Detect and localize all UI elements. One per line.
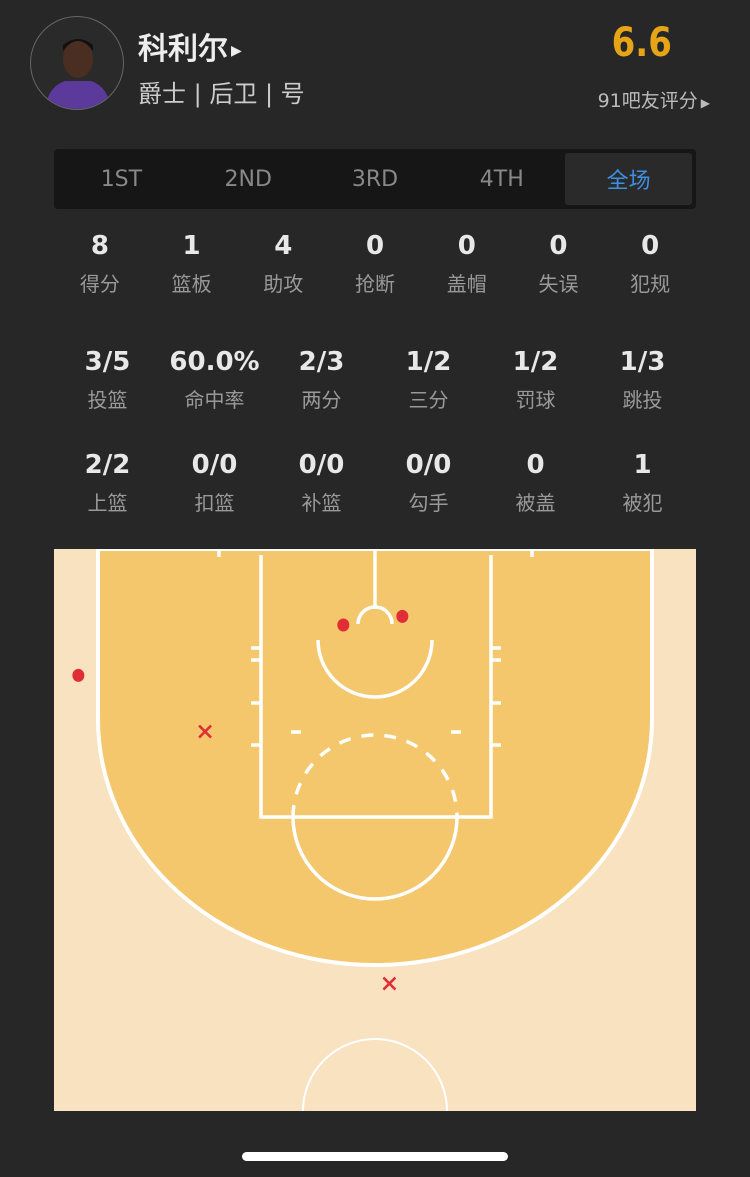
tab-4th[interactable]: 4TH xyxy=(479,166,524,192)
stat-stats_row1-2: 4 助攻 xyxy=(237,228,329,297)
stat-label: 扣篮 xyxy=(194,491,235,515)
rating-count-link[interactable]: 91吧友评分 ▶ xyxy=(597,90,710,112)
stat-label: 犯规 xyxy=(630,272,671,296)
tab-2nd[interactable]: 2ND xyxy=(224,166,272,192)
stat-label: 被盖 xyxy=(515,491,556,515)
player-name[interactable]: 科利尔 ▶ xyxy=(138,32,242,67)
stat-value: 0/0 xyxy=(298,450,345,480)
stat-label: 上篮 xyxy=(87,491,128,515)
stat-value: 4 xyxy=(274,231,293,261)
stat-stats_row1-4: 0 盖帽 xyxy=(421,228,513,297)
stat-stats_row1-6: 0 犯规 xyxy=(604,228,696,297)
court-lines xyxy=(217,549,534,1111)
missed-shot-marker xyxy=(382,976,397,991)
shooting-stats-row: 3/5 投篮 60.0% 命中率 2/3 两分 1/2 三分 1/2 罚球 1/3 跳投 xyxy=(54,344,696,413)
stat-value: 1/2 xyxy=(512,347,559,377)
stat-stats_row3-1: 0/0 扣篮 xyxy=(161,447,268,516)
shot-markers xyxy=(72,609,409,991)
stat-value: 8 xyxy=(90,231,109,261)
stat-stats_row1-0: 8 得分 xyxy=(54,228,146,297)
stat-stats_row2-1: 60.0% 命中率 xyxy=(161,344,268,413)
stat-value: 1/2 xyxy=(405,347,452,377)
stat-stats_row3-0: 2/2 上篮 xyxy=(54,447,161,516)
tab-3rd[interactable]: 3RD xyxy=(351,166,399,192)
made-shot-marker xyxy=(337,618,350,632)
stat-value: 0 xyxy=(457,231,476,261)
stat-stats_row3-5: 1 被犯 xyxy=(589,447,696,516)
stat-value: 3/5 xyxy=(84,347,131,377)
stat-stats_row3-3: 0/0 勾手 xyxy=(375,447,482,516)
stat-value: 0/0 xyxy=(191,450,238,480)
made-shot-marker xyxy=(72,668,85,682)
stat-label: 抢断 xyxy=(355,272,396,296)
stat-stats_row1-5: 0 失误 xyxy=(513,228,605,297)
period-tabs: 1ST 2ND 3RD 4TH 全场 xyxy=(54,149,696,209)
stat-stats_row1-3: 0 抢断 xyxy=(329,228,421,297)
stat-value: 60.0% xyxy=(169,347,260,377)
stat-stats_row2-0: 3/5 投篮 xyxy=(54,344,161,413)
stat-label: 助攻 xyxy=(263,272,304,296)
home-indicator[interactable] xyxy=(242,1152,508,1161)
stat-label: 得分 xyxy=(79,272,120,296)
stat-label: 投篮 xyxy=(87,388,128,412)
stat-value: 2/2 xyxy=(84,450,131,480)
stat-value: 1 xyxy=(633,450,652,480)
stat-value: 0 xyxy=(365,231,385,261)
tab-1st[interactable]: 1ST xyxy=(100,166,143,192)
stat-value: 0 xyxy=(641,231,660,261)
stat-stats_row2-5: 1/3 跳投 xyxy=(589,344,696,413)
player-rating: 6.6 xyxy=(611,20,672,66)
arrow-right-icon: ▶ xyxy=(231,42,242,59)
stat-label: 失误 xyxy=(538,272,579,296)
stat-label: 盖帽 xyxy=(446,272,487,296)
stat-value: 0 xyxy=(549,231,568,261)
missed-shot-marker xyxy=(198,724,212,739)
stat-value: 0 xyxy=(526,450,545,480)
stat-value: 1 xyxy=(182,231,201,261)
stat-value: 2/3 xyxy=(298,347,345,377)
stat-label: 跳投 xyxy=(622,388,663,412)
player-team-position: 爵士 | 后卫 | 号 xyxy=(138,80,305,108)
stat-stats_row1-1: 1 篮板 xyxy=(146,228,238,297)
stat-label: 补篮 xyxy=(301,491,342,515)
stat-stats_row3-4: 0 被盖 xyxy=(482,447,589,516)
stat-stats_row2-3: 1/2 三分 xyxy=(375,344,482,413)
three-point-line xyxy=(96,549,654,967)
tab-full-game[interactable]: 全场 xyxy=(565,153,692,205)
stat-value: 1/3 xyxy=(619,347,666,377)
shot-type-stats-row: 2/2 上篮 0/0 扣篮 0/0 补篮 0/0 勾手 0 被盖 1 被犯 xyxy=(54,447,696,516)
basic-stats-row: 8 得分 1 篮板 4 助攻 0 抢断 0 盖帽 0 失误 0 犯规 xyxy=(54,228,696,297)
stat-label: 命中率 xyxy=(184,388,245,412)
shot-chart-court xyxy=(54,549,696,1111)
made-shot-marker xyxy=(396,609,409,623)
stat-label: 三分 xyxy=(408,388,449,412)
stat-value: 0/0 xyxy=(405,450,452,480)
player-avatar[interactable] xyxy=(30,16,124,110)
stat-label: 勾手 xyxy=(408,491,449,515)
stat-stats_row2-2: 2/3 两分 xyxy=(268,344,375,413)
stat-stats_row3-2: 0/0 补篮 xyxy=(268,447,375,516)
stat-label: 被犯 xyxy=(622,491,663,515)
arrow-right-icon: ▶ xyxy=(700,96,710,110)
stat-stats_row2-4: 1/2 罚球 xyxy=(482,344,589,413)
stat-label: 罚球 xyxy=(515,388,556,412)
stat-label: 篮板 xyxy=(171,272,212,296)
player-photo-icon xyxy=(45,39,111,109)
stat-label: 两分 xyxy=(301,388,342,412)
